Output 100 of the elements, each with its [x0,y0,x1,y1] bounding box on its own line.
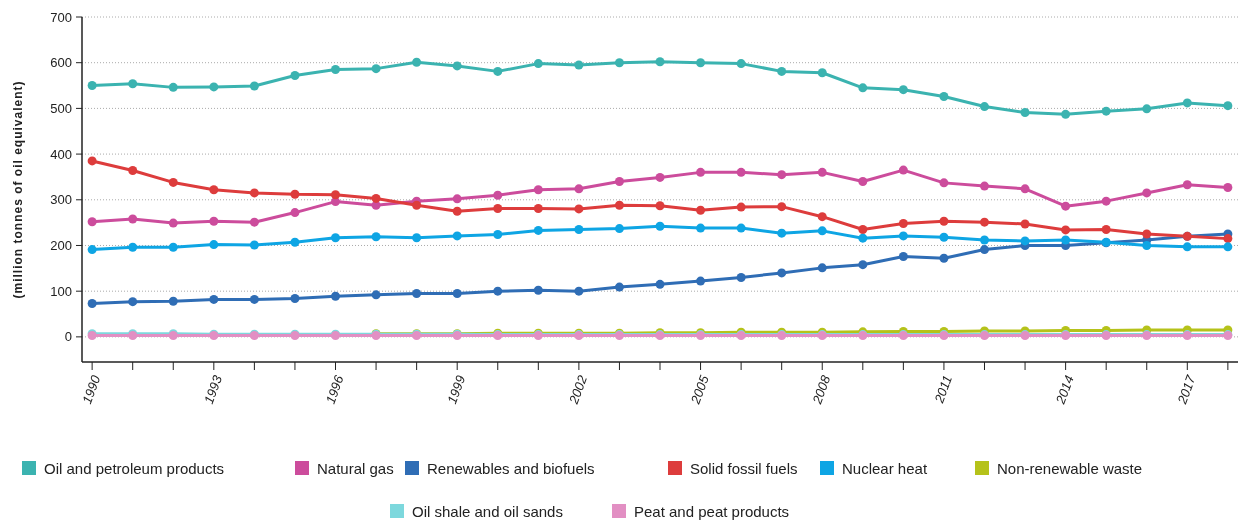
y-tick-label: 400 [50,146,72,162]
point [128,214,138,224]
point [168,177,178,187]
point [898,251,908,261]
legend-label: Non-renewable waste [997,460,1143,477]
point [493,286,503,296]
point [493,66,503,76]
point [858,260,868,270]
point [696,205,706,215]
point [1223,182,1233,192]
point [655,172,665,182]
point [777,228,787,238]
point [574,204,584,214]
legend-label: Peat and peat products [634,503,790,520]
point [290,70,300,80]
point [817,167,827,177]
point [817,226,827,236]
point [493,190,503,200]
point [574,60,584,70]
point [371,232,381,242]
point [858,224,868,234]
legend-label: Solid fossil fuels [690,460,798,477]
point [614,200,624,210]
y-tick-label: 500 [50,100,72,116]
legend-label: Natural gas [317,460,394,477]
point [777,170,787,180]
point [452,231,462,241]
point [452,61,462,71]
point [249,217,259,227]
point [168,82,178,92]
x-tick-label: 1990 [79,372,104,406]
point [412,288,422,298]
x-tick-label: 1999 [444,373,469,406]
point [1142,188,1152,198]
legend-label: Oil shale and oil sands [412,503,563,520]
x-tick-label: 2017 [1174,372,1199,407]
point [1142,240,1152,250]
point [371,64,381,74]
point [1182,242,1192,252]
x-tick-label: 1996 [322,372,347,406]
point [533,225,543,235]
point [168,242,178,252]
point [614,177,624,186]
point [736,272,746,282]
point [979,102,989,112]
point [1142,104,1152,114]
point [1061,225,1071,235]
point [452,206,462,216]
point [777,66,787,76]
point [939,216,949,226]
point [1223,101,1233,111]
point [412,200,422,210]
point [614,58,624,68]
point [533,203,543,213]
point [290,208,300,218]
point [87,156,97,166]
legend-label: Oil and petroleum products [44,460,225,477]
point [249,294,259,304]
point [168,296,178,306]
point [777,202,787,212]
point [574,286,584,296]
y-tick-label: 0 [64,329,72,345]
point [655,279,665,289]
point [331,65,341,75]
x-tick-label: 2014 [1052,373,1077,407]
point [1182,98,1192,108]
point [1020,184,1030,194]
point [939,232,949,242]
point [939,253,949,263]
point [209,185,219,195]
point [290,293,300,303]
point [1223,242,1233,252]
point [1101,196,1111,206]
point [452,288,462,298]
point [331,233,341,243]
point [614,224,624,234]
y-tick-label: 700 [50,9,72,25]
point [1020,219,1030,229]
x-tick-label: 1993 [200,372,226,406]
point [209,240,219,250]
point [736,59,746,69]
point [696,223,706,233]
point [1101,106,1111,116]
point [533,285,543,295]
point [87,245,97,255]
point [736,167,746,177]
point [533,59,543,69]
x-tick-label: 2008 [809,372,834,407]
point [1061,201,1071,211]
point [898,231,908,241]
point [168,218,178,228]
point [412,57,422,67]
point [858,233,868,243]
point [412,233,422,243]
point [898,85,908,95]
legend-label: Renewables and biofuels [427,460,595,477]
point [655,201,665,211]
x-tick-label: 2002 [565,372,591,407]
y-axis-title: (million tonnes of oil equivalent) [11,80,25,299]
point [128,297,138,307]
